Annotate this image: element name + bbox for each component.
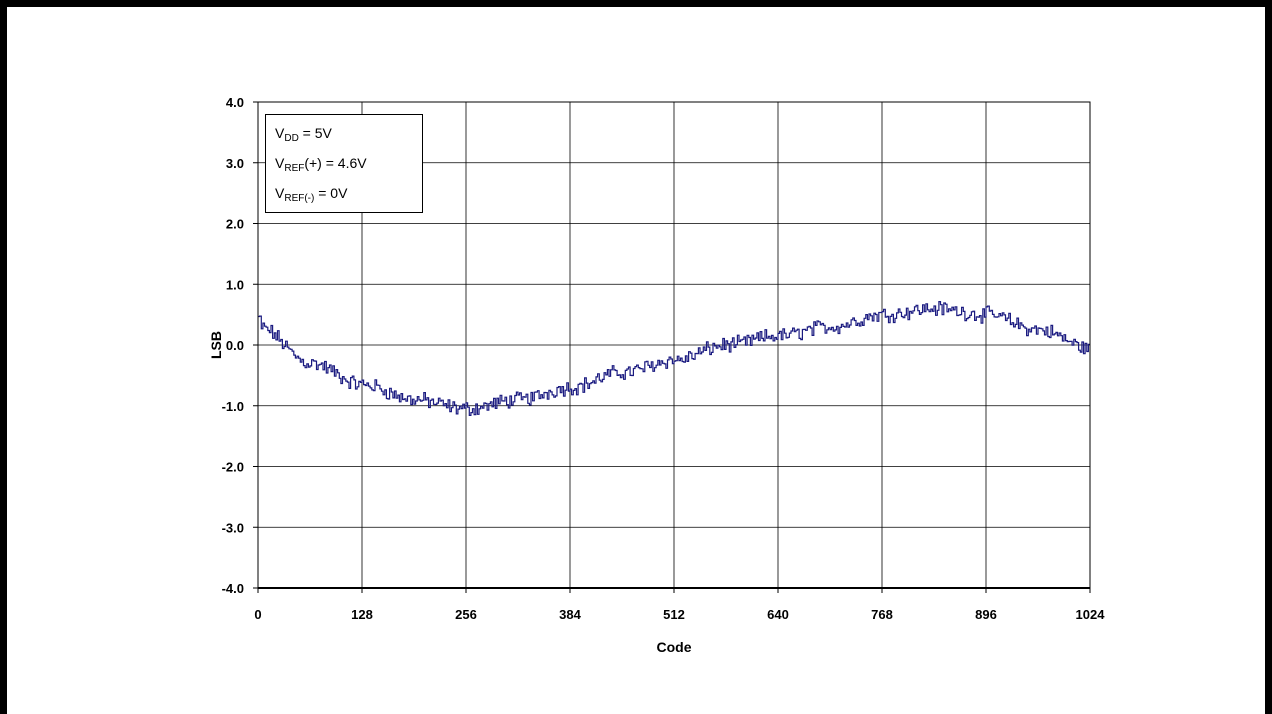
y-tick-label: -2.0 — [222, 460, 244, 475]
x-tick-label: 128 — [351, 607, 373, 622]
x-tick-label: 1024 — [1076, 607, 1106, 622]
y-axis-ticks: -4.0 -3.0 -2.0 -1.0 0.0 1.0 2.0 3.0 4.0 — [222, 95, 258, 596]
x-tick-label: 384 — [559, 607, 581, 622]
conditions-annotation: VDD = 5V VREF(+) = 4.6V VREF(-) = 0V — [265, 114, 423, 213]
y-tick-label: -1.0 — [222, 399, 244, 414]
x-tick-label: 896 — [975, 607, 997, 622]
y-tick-label: 0.0 — [226, 338, 244, 353]
y-tick-label: 1.0 — [226, 277, 244, 292]
x-tick-label: 0 — [254, 607, 261, 622]
y-tick-label: -4.0 — [222, 581, 244, 596]
annotation-vdd: VDD = 5V — [275, 125, 332, 144]
x-tick-label: 512 — [663, 607, 685, 622]
y-axis-label: LSB — [208, 331, 224, 359]
y-tick-label: -3.0 — [222, 520, 244, 535]
y-tick-label: 4.0 — [226, 95, 244, 110]
x-tick-label: 768 — [871, 607, 893, 622]
x-axis-label: Code — [657, 639, 692, 655]
x-tick-label: 640 — [767, 607, 789, 622]
annotation-vref-minus: VREF(-) = 0V — [275, 185, 348, 204]
y-tick-label: 2.0 — [226, 217, 244, 232]
x-tick-label: 256 — [455, 607, 477, 622]
annotation-vref-plus: VREF(+) = 4.6V — [275, 155, 367, 174]
x-axis-ticks: 0 128 256 384 512 640 768 896 1024 — [254, 588, 1105, 622]
dnl-series-line — [258, 301, 1090, 416]
y-tick-label: 3.0 — [226, 156, 244, 171]
